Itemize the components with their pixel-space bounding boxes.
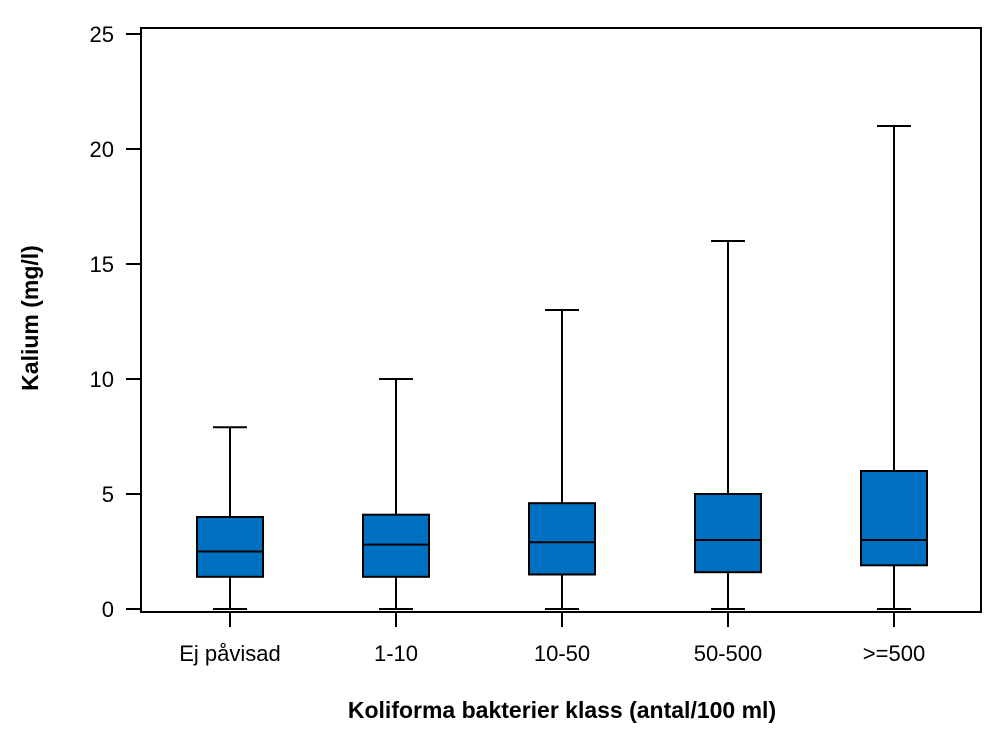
- iqr-box: [196, 516, 264, 578]
- y-tick-label: 5: [102, 482, 114, 507]
- box-group: [196, 426, 264, 610]
- iqr-box: [860, 470, 928, 567]
- y-tick-label: 10: [90, 367, 114, 392]
- box-series: [196, 125, 928, 610]
- x-tick-label: 50-500: [694, 641, 763, 666]
- x-tick-label: Ej påvisad: [179, 641, 281, 666]
- y-tick-label: 0: [102, 597, 114, 622]
- y-tick-label: 25: [90, 22, 114, 47]
- y-axis-title: Kalium (mg/l): [17, 245, 43, 391]
- iqr-box: [362, 513, 430, 578]
- iqr-box: [694, 493, 762, 574]
- x-tick-label: >=500: [863, 641, 925, 666]
- box-group: [860, 125, 928, 610]
- box-group: [694, 240, 762, 610]
- y-tick-label: 20: [90, 137, 114, 162]
- iqr-box: [528, 502, 596, 576]
- x-axis-title: Koliforma bakterier klass (antal/100 ml): [348, 697, 776, 723]
- y-tick-label: 15: [90, 252, 114, 277]
- box-group: [362, 378, 430, 610]
- x-tick-label: 10-50: [534, 641, 590, 666]
- x-axis: Ej påvisad 1-10 10-50 50-500 >=500: [179, 612, 925, 666]
- x-tick-label: 1-10: [374, 641, 418, 666]
- box-group: [528, 309, 596, 610]
- y-axis: 0 5 10 15 20 25: [90, 22, 141, 622]
